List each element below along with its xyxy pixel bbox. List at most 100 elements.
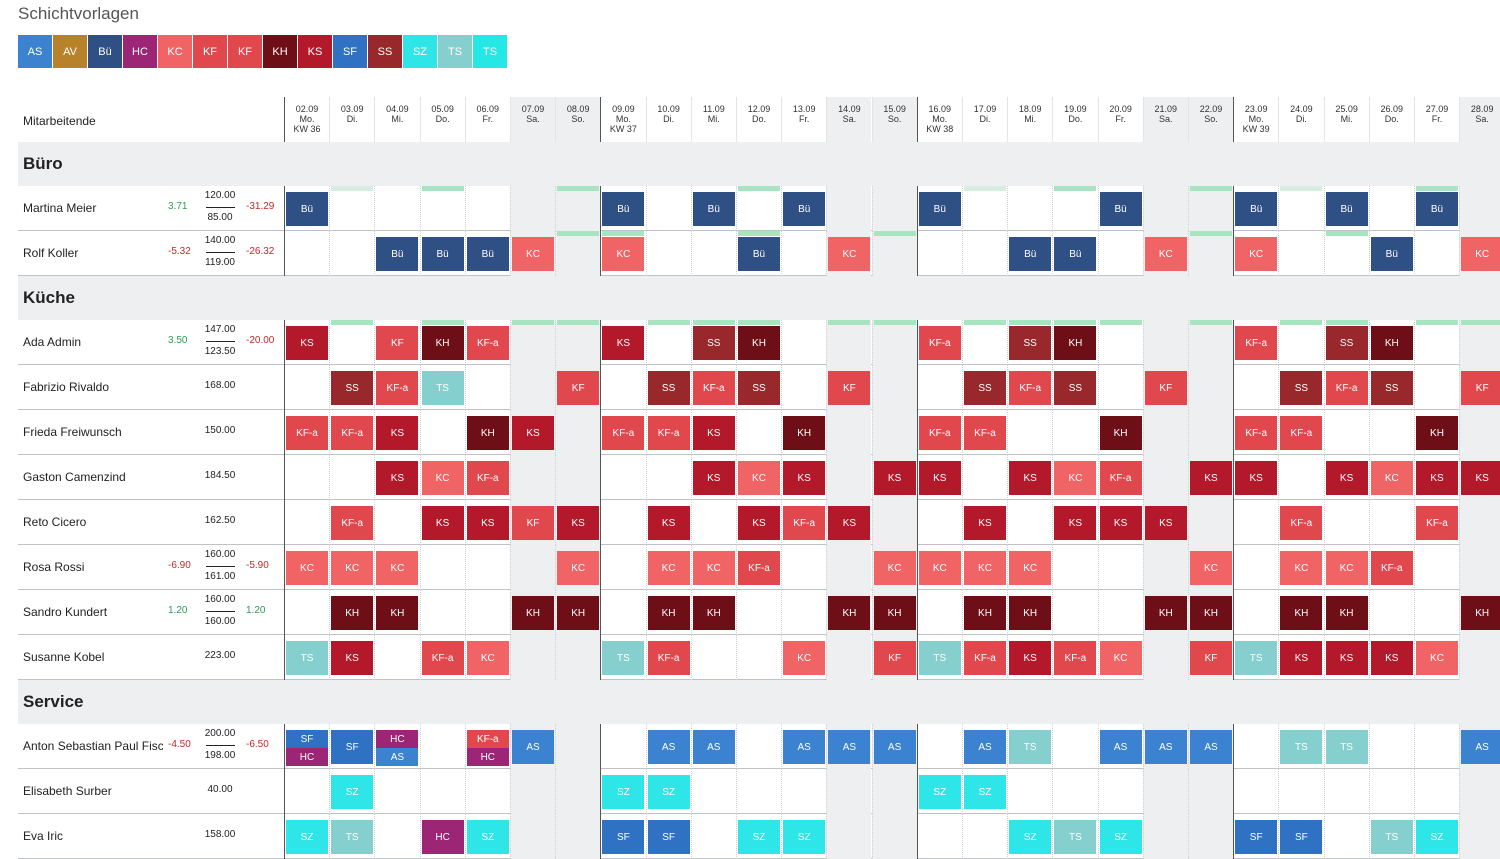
day-cell[interactable]: TS <box>419 365 465 410</box>
shift-ks-block[interactable]: KS <box>692 461 735 495</box>
shift-ks-block[interactable]: KS <box>692 416 735 450</box>
shift-ks-block[interactable]: KS <box>376 416 419 450</box>
day-cell[interactable] <box>600 500 645 545</box>
shift-ks-block[interactable]: KS <box>1280 641 1323 675</box>
day-cell[interactable]: SZ <box>781 814 826 859</box>
template-ts-button[interactable]: TS <box>438 35 472 68</box>
day-cell[interactable] <box>645 320 691 365</box>
shift-bü-block[interactable]: Bü <box>1370 237 1413 271</box>
employee-name[interactable]: Rolf Koller <box>23 246 79 260</box>
day-header[interactable]: 08.09 So. <box>555 97 601 142</box>
day-cell[interactable]: KF <box>871 635 917 680</box>
day-cell[interactable] <box>1188 186 1233 231</box>
day-header[interactable]: 20.09 Fr. <box>1097 97 1143 142</box>
shift-kh-block[interactable]: KH <box>1280 596 1323 630</box>
day-cell[interactable]: KC <box>1414 635 1459 680</box>
shift-as-block[interactable]: AS <box>512 730 554 764</box>
shift-kc-block[interactable]: KC <box>783 641 826 675</box>
day-cell[interactable] <box>871 320 917 365</box>
day-cell[interactable]: SS <box>690 320 736 365</box>
day-cell[interactable]: KS <box>1368 635 1414 680</box>
shift-ks-block[interactable]: KS <box>466 506 509 540</box>
shift-kh-block[interactable]: KH <box>466 416 509 450</box>
template-bü-button[interactable]: Bü <box>88 35 122 68</box>
day-cell[interactable]: KF <box>826 365 872 410</box>
day-header[interactable]: 14.09 Sa. <box>826 97 872 142</box>
template-ts-button[interactable]: TS <box>473 35 507 68</box>
day-cell[interactable] <box>600 455 645 500</box>
shift-ks-block[interactable]: KS <box>286 326 328 360</box>
shift-kf-block[interactable]: KF <box>1190 641 1232 675</box>
shift-kc-block[interactable]: KC <box>557 551 600 585</box>
day-cell[interactable]: TS <box>916 635 962 680</box>
day-cell[interactable] <box>1052 410 1097 455</box>
day-cell[interactable] <box>1323 769 1369 814</box>
shift-kf-block[interactable]: KF <box>1461 371 1500 405</box>
day-cell[interactable] <box>1323 410 1369 455</box>
day-cell[interactable]: Bü <box>736 231 781 276</box>
employee-name[interactable]: Anton Sebastian Paul Fischer <box>23 739 163 753</box>
day-cell[interactable] <box>1414 769 1459 814</box>
day-cell[interactable]: Bü <box>1233 186 1278 231</box>
day-cell[interactable]: TS <box>1052 814 1097 859</box>
day-header[interactable]: 03.09 Di. <box>329 97 374 142</box>
day-cell[interactable] <box>1052 590 1097 635</box>
shift-kc-block[interactable]: KC <box>1416 641 1458 675</box>
shift-kh-block[interactable]: KH <box>1144 596 1187 630</box>
day-cell[interactable]: KC <box>916 545 962 590</box>
day-cell[interactable] <box>284 231 329 276</box>
shift-sz-block[interactable]: SZ <box>783 820 826 854</box>
employee-name[interactable]: Elisabeth Surber <box>23 784 112 798</box>
day-cell[interactable] <box>419 545 465 590</box>
day-header[interactable]: 28.09 Sa. <box>1459 97 1500 142</box>
day-cell[interactable]: KS <box>736 500 781 545</box>
shift-kh-block[interactable]: KH <box>376 596 419 630</box>
shift-bü-block[interactable]: Bü <box>1099 192 1142 226</box>
day-cell[interactable] <box>1459 410 1500 455</box>
day-cell[interactable]: KF-a <box>690 365 736 410</box>
shift-sz-block[interactable]: SZ <box>738 820 780 854</box>
day-cell[interactable]: KH <box>329 590 374 635</box>
shift-kf-a-block[interactable]: KF-a <box>1054 641 1097 675</box>
day-cell[interactable]: SF <box>1278 814 1323 859</box>
shift-sz-block[interactable]: SZ <box>1099 820 1142 854</box>
shift-sf-block[interactable]: SF <box>331 730 374 764</box>
shift-ks-block[interactable]: KS <box>1009 641 1052 675</box>
day-cell[interactable]: KC <box>962 545 1007 590</box>
day-cell[interactable]: KS <box>1097 500 1143 545</box>
day-cell[interactable]: Bü <box>1097 186 1143 231</box>
day-cell[interactable]: SZ <box>645 769 691 814</box>
shift-kc-block[interactable]: KC <box>421 461 464 495</box>
day-cell[interactable]: AS <box>1459 724 1500 769</box>
day-cell[interactable]: SZ <box>329 769 374 814</box>
day-cell[interactable] <box>419 410 465 455</box>
day-header[interactable]: 19.09 Do. <box>1052 97 1097 142</box>
day-cell[interactable] <box>1142 455 1188 500</box>
day-cell[interactable] <box>510 455 555 500</box>
day-cell[interactable]: KC <box>419 455 465 500</box>
shift-kh-block[interactable]: KH <box>557 596 600 630</box>
shift-kc-block[interactable]: KC <box>1190 551 1232 585</box>
day-header[interactable]: 24.09 Di. <box>1278 97 1323 142</box>
shift-bü-block[interactable]: Bü <box>918 192 961 226</box>
day-cell[interactable] <box>871 231 917 276</box>
shift-hc-block[interactable]: HC <box>376 730 419 748</box>
employee-name[interactable]: Frieda Freiwunsch <box>23 425 122 439</box>
day-cell[interactable] <box>781 231 826 276</box>
day-cell[interactable]: KF <box>1459 365 1500 410</box>
shift-bü-block[interactable]: Bü <box>738 237 780 271</box>
shift-kf-block[interactable]: KF <box>828 371 871 405</box>
day-cell[interactable]: TS <box>1278 724 1323 769</box>
day-cell[interactable]: SF HC <box>284 724 329 769</box>
shift-ks-block[interactable]: KS <box>1461 461 1500 495</box>
shift-kc-block[interactable]: KC <box>1054 461 1097 495</box>
day-cell[interactable]: SZ <box>1097 814 1143 859</box>
shift-kc-block[interactable]: KC <box>692 551 735 585</box>
day-cell[interactable] <box>1278 769 1323 814</box>
day-cell[interactable]: KS <box>329 635 374 680</box>
day-header[interactable]: 23.09 Mo. KW 39 <box>1233 97 1278 142</box>
shift-ts-block[interactable]: TS <box>1370 820 1413 854</box>
shift-ks-block[interactable]: KS <box>1370 641 1413 675</box>
day-cell[interactable] <box>645 455 691 500</box>
day-cell[interactable] <box>284 590 329 635</box>
